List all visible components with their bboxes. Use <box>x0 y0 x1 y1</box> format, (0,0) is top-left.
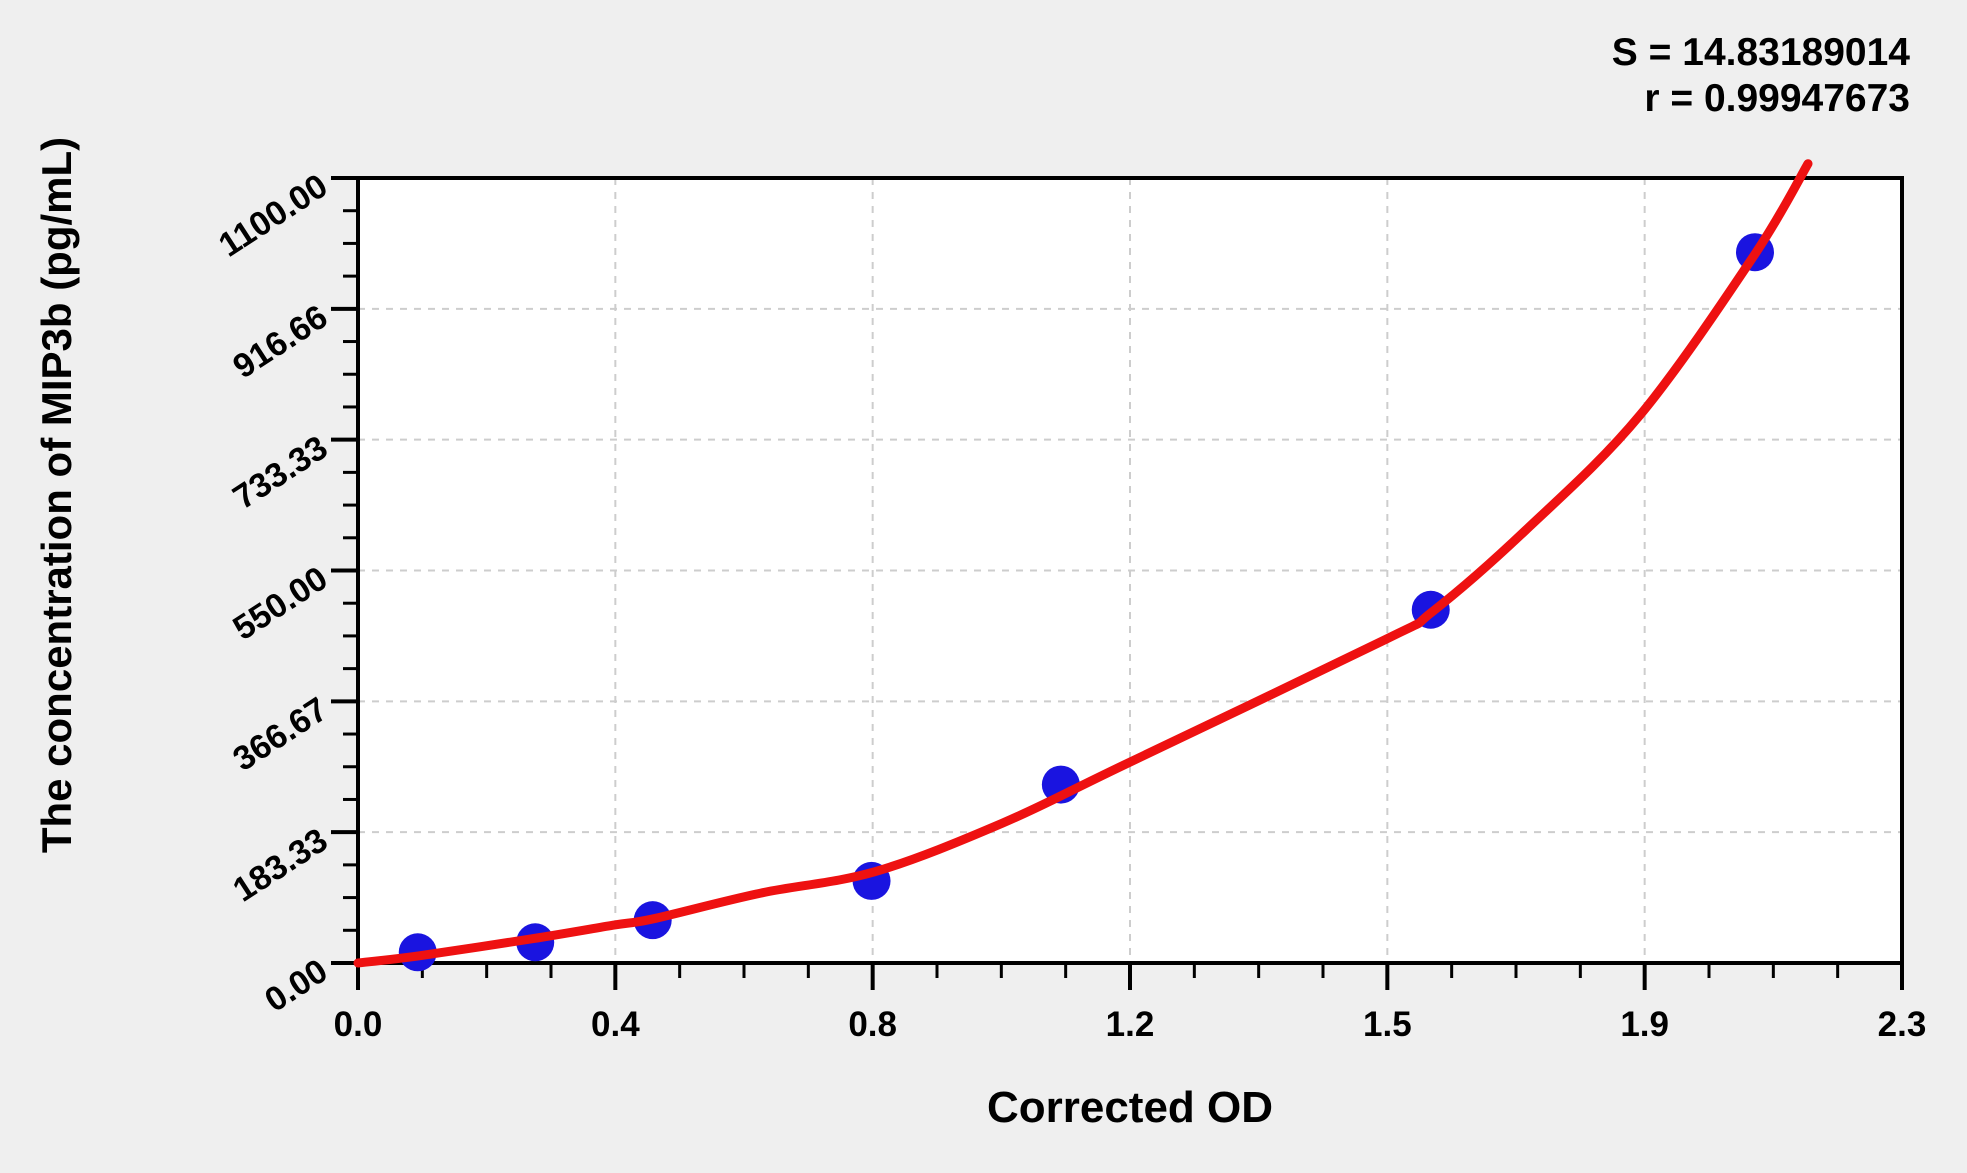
x-tick-label: 0.8 <box>848 1005 897 1044</box>
fit-statistics: S = 14.83189014 r = 0.99947673 <box>1612 30 1910 122</box>
fit-s-value: S = 14.83189014 <box>1611 31 1910 74</box>
x-tick-label: 1.2 <box>1106 1005 1155 1044</box>
y-tick-label: 366.67 <box>226 690 334 779</box>
y-tick-label: 733.33 <box>226 429 334 518</box>
x-tick-label: 1.5 <box>1363 1005 1412 1044</box>
x-tick-label: 2.3 <box>1878 1005 1927 1044</box>
y-tick-label: 550.00 <box>226 559 334 648</box>
x-tick-label: 0.4 <box>591 1005 640 1044</box>
x-tick-label: 0.0 <box>334 1005 383 1044</box>
fitted-curve <box>353 159 1813 968</box>
y-tick-label: 916.66 <box>226 298 334 387</box>
fit-r-value: r = 0.99947673 <box>1644 77 1910 120</box>
x-tick-label: 1.9 <box>1620 1005 1669 1044</box>
x-axis-title: Corrected OD <box>986 1083 1274 1132</box>
y-tick-label: 1100.00 <box>212 167 334 265</box>
y-tick-label: 183.33 <box>226 821 334 910</box>
y-tick-label: 0.00 <box>258 952 334 1020</box>
